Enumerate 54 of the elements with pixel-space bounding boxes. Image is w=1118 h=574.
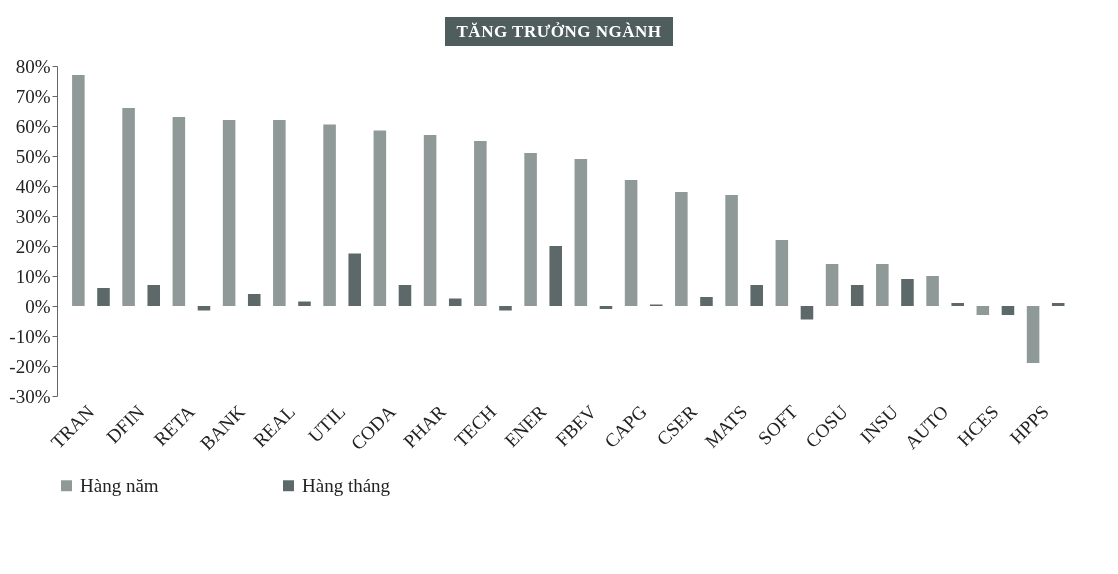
y-tick-label: 30% [15, 205, 51, 227]
bar [825, 264, 839, 306]
bar [624, 180, 638, 306]
y-tick-label: 40% [15, 175, 51, 197]
bar [1026, 306, 1040, 363]
y-tick-label: 70% [15, 85, 51, 107]
legend-label: Hàng tháng [302, 474, 391, 496]
bar [725, 195, 738, 306]
bar [1001, 306, 1015, 315]
bar [850, 285, 864, 306]
legend-label: Hàng năm [80, 474, 159, 496]
bar [197, 306, 211, 311]
bar [273, 120, 286, 306]
y-tick-label: 0% [25, 295, 51, 317]
bar [499, 306, 512, 311]
y-tick-label: 60% [15, 115, 51, 137]
y-tick-label: 50% [15, 145, 51, 167]
chart-title: TĂNG TRƯỞNG NGÀNH [444, 17, 674, 46]
bar [222, 120, 236, 306]
bar [97, 288, 110, 306]
y-tick-label: 80% [15, 55, 51, 77]
bar [247, 294, 261, 306]
bar [423, 135, 437, 306]
bar [1051, 303, 1065, 306]
bar [122, 108, 135, 306]
bar [599, 306, 613, 309]
bar [72, 75, 85, 306]
bar [298, 301, 311, 306]
bar [976, 306, 990, 315]
bar [373, 130, 387, 306]
bar [926, 276, 939, 306]
bar [474, 141, 487, 306]
bar [348, 253, 361, 306]
bar [750, 285, 763, 306]
bar [700, 297, 713, 306]
y-tick-label: 20% [15, 235, 51, 257]
bar [172, 117, 186, 306]
bar [323, 124, 336, 306]
bar [524, 153, 537, 306]
y-tick-label: -10% [9, 325, 51, 347]
bar [901, 279, 914, 306]
bar [549, 246, 562, 306]
y-tick-label: -20% [9, 355, 51, 377]
y-tick-label: -30% [9, 385, 51, 407]
bar [876, 264, 889, 306]
bar [675, 192, 688, 306]
bar [800, 306, 814, 320]
y-tick-label: 10% [15, 265, 51, 287]
bar [951, 303, 964, 306]
bar [775, 240, 789, 306]
bar [147, 285, 161, 306]
bar [574, 159, 588, 306]
bar [448, 298, 462, 306]
bar [398, 285, 412, 306]
